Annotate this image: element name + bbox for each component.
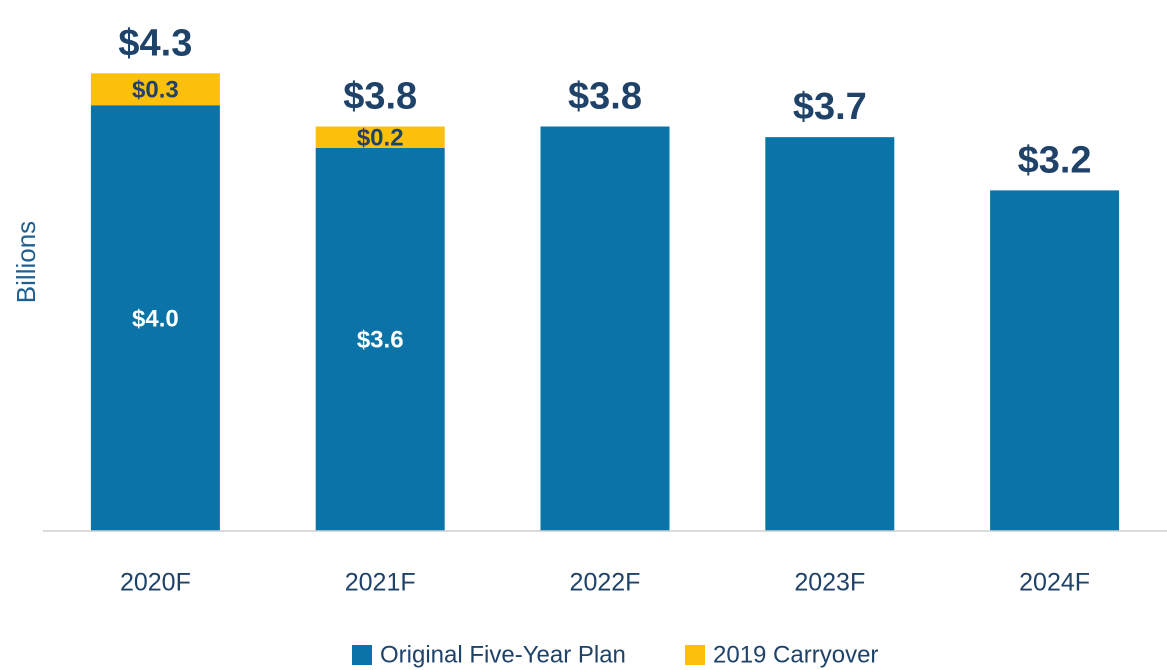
- bar-segment: [90, 105, 220, 531]
- total-label: $3.8: [343, 76, 417, 118]
- bar-segment: [990, 190, 1120, 531]
- x-tick-label: 2023F: [794, 569, 865, 597]
- total-label: $3.7: [793, 86, 867, 128]
- legend-swatch: [352, 645, 372, 665]
- bar-segment: [765, 137, 895, 531]
- legend-label: 2019 Carryover: [713, 641, 878, 668]
- x-tick-label: 2021F: [345, 569, 416, 597]
- bar-value-label: $0.3: [132, 77, 179, 104]
- bar-segment: [315, 147, 445, 532]
- bar-segment: [315, 126, 445, 148]
- bar-value-label: $4.0: [132, 305, 179, 332]
- y-axis-label: Billions: [11, 221, 41, 303]
- bar-value-label: $0.2: [357, 124, 404, 151]
- total-label: $3.8: [568, 76, 642, 118]
- x-tick-label: 2024F: [1019, 569, 1090, 597]
- total-label: $4.3: [118, 22, 192, 64]
- total-label: $3.2: [1018, 139, 1092, 181]
- legend-swatch: [685, 645, 705, 665]
- bar-segment: [540, 126, 670, 531]
- x-tick-label: 2020F: [120, 569, 191, 597]
- bar-value-label: $3.6: [357, 327, 404, 354]
- legend-label: Original Five-Year Plan: [380, 641, 626, 668]
- bar-segment: [90, 73, 220, 106]
- x-tick-label: 2022F: [570, 569, 641, 597]
